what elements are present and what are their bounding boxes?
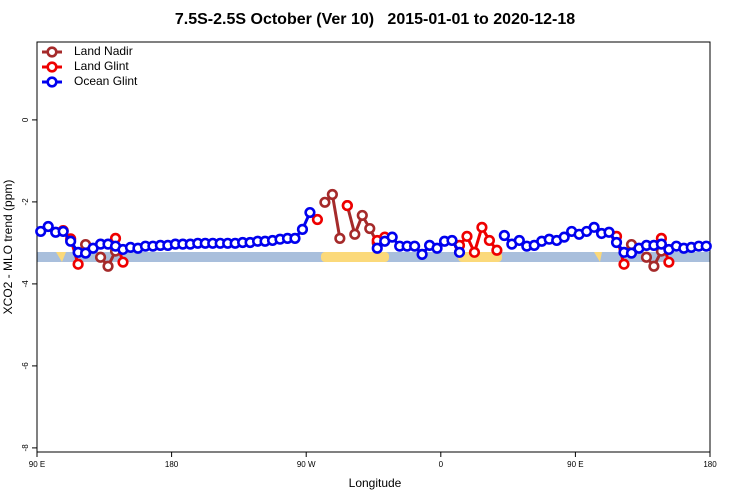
data-point (588, 221, 600, 233)
data-point (603, 226, 615, 238)
chart-title: 7.5S-2.5S October (Ver 10) 2015-01-01 to… (175, 11, 575, 28)
legend-label: Land Glint (74, 59, 129, 73)
data-point (35, 225, 47, 238)
data-point (700, 240, 712, 252)
data-point (446, 234, 458, 247)
data-point (57, 225, 69, 238)
data-point (289, 232, 301, 244)
data-point (461, 230, 473, 242)
data-point (386, 231, 398, 243)
data-point (476, 221, 488, 233)
x-tick-label: 180 (165, 460, 179, 469)
data-point (468, 246, 481, 258)
legend-item: Land Nadir (42, 44, 133, 58)
y-tick-label: -6 (21, 362, 30, 370)
data-point (663, 256, 675, 268)
data-point (334, 232, 346, 244)
x-axis-label: Longitude (349, 476, 402, 490)
data-point (625, 247, 638, 259)
land-band (56, 252, 66, 262)
data-point (102, 260, 114, 272)
data-point (491, 244, 503, 256)
legend-item: Ocean Glint (42, 74, 138, 88)
legend-marker (46, 46, 58, 58)
data-point (483, 234, 496, 247)
legend-item: Land Glint (42, 59, 129, 73)
land-band (321, 252, 389, 262)
data-point (364, 222, 376, 235)
data-point (72, 258, 84, 270)
data-point (94, 251, 107, 263)
land-band (458, 252, 502, 262)
data-point (431, 242, 443, 254)
data-point (356, 209, 368, 222)
data-point (640, 251, 653, 263)
y-tick-label: 0 (21, 117, 30, 122)
legend-marker (46, 61, 58, 73)
legend-label: Ocean Glint (74, 74, 138, 88)
data-point (558, 231, 570, 243)
data-point (341, 199, 353, 212)
data-point (409, 240, 421, 252)
surface-band (37, 252, 710, 262)
x-tick-label: 90 E (567, 460, 583, 469)
y-tick-label: -8 (21, 444, 30, 452)
data-point (349, 228, 361, 240)
data-point (42, 220, 54, 233)
data-point (296, 223, 309, 235)
x-tick-label: 90 E (29, 460, 45, 469)
data-point (618, 258, 630, 270)
data-point (117, 256, 129, 268)
y-axis-label: XCO2 - MLO trend (ppm) (1, 180, 15, 315)
data-point (326, 188, 338, 201)
data-point (648, 260, 660, 272)
x-tick-label: 0 (439, 460, 444, 469)
x-tick-label: 180 (703, 460, 717, 469)
land-band (594, 252, 602, 262)
data-point (319, 196, 331, 208)
data-point (610, 236, 623, 249)
data-point (453, 246, 466, 258)
legend-label: Land Nadir (74, 44, 133, 58)
x-tick-label: 90 W (297, 460, 316, 469)
data-point (304, 206, 316, 219)
data-point (371, 242, 383, 254)
data-point (80, 247, 92, 259)
y-tick-label: -4 (21, 280, 30, 288)
data-point (498, 229, 510, 242)
data-point (513, 234, 525, 247)
data-point (655, 238, 667, 250)
data-point (416, 248, 428, 260)
data-point (311, 213, 324, 226)
data-point (65, 235, 77, 247)
legend-marker (46, 76, 58, 88)
y-tick-label: -2 (21, 198, 30, 206)
